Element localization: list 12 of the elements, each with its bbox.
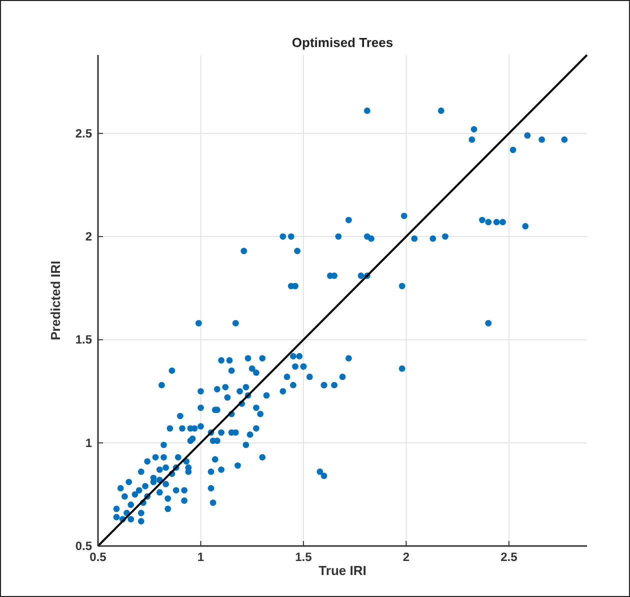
- x-tick-label: 2: [402, 550, 410, 564]
- y-tick-label: 2.5: [75, 126, 92, 140]
- x-axis-title: True IRI: [318, 563, 366, 578]
- x-tick-label: 1.5: [295, 550, 312, 564]
- y-tick-label: 0.5: [75, 539, 92, 553]
- y-tick-label: 2: [85, 230, 92, 244]
- y-axis-title: Predicted IRI: [48, 260, 63, 340]
- chart-title: Optimised Trees: [292, 35, 394, 50]
- x-tick-label: 1: [197, 550, 204, 564]
- y-tick-label: 1: [85, 436, 92, 450]
- y-tick-label: 1.5: [75, 332, 92, 347]
- x-tick-label: 2.5: [500, 550, 518, 564]
